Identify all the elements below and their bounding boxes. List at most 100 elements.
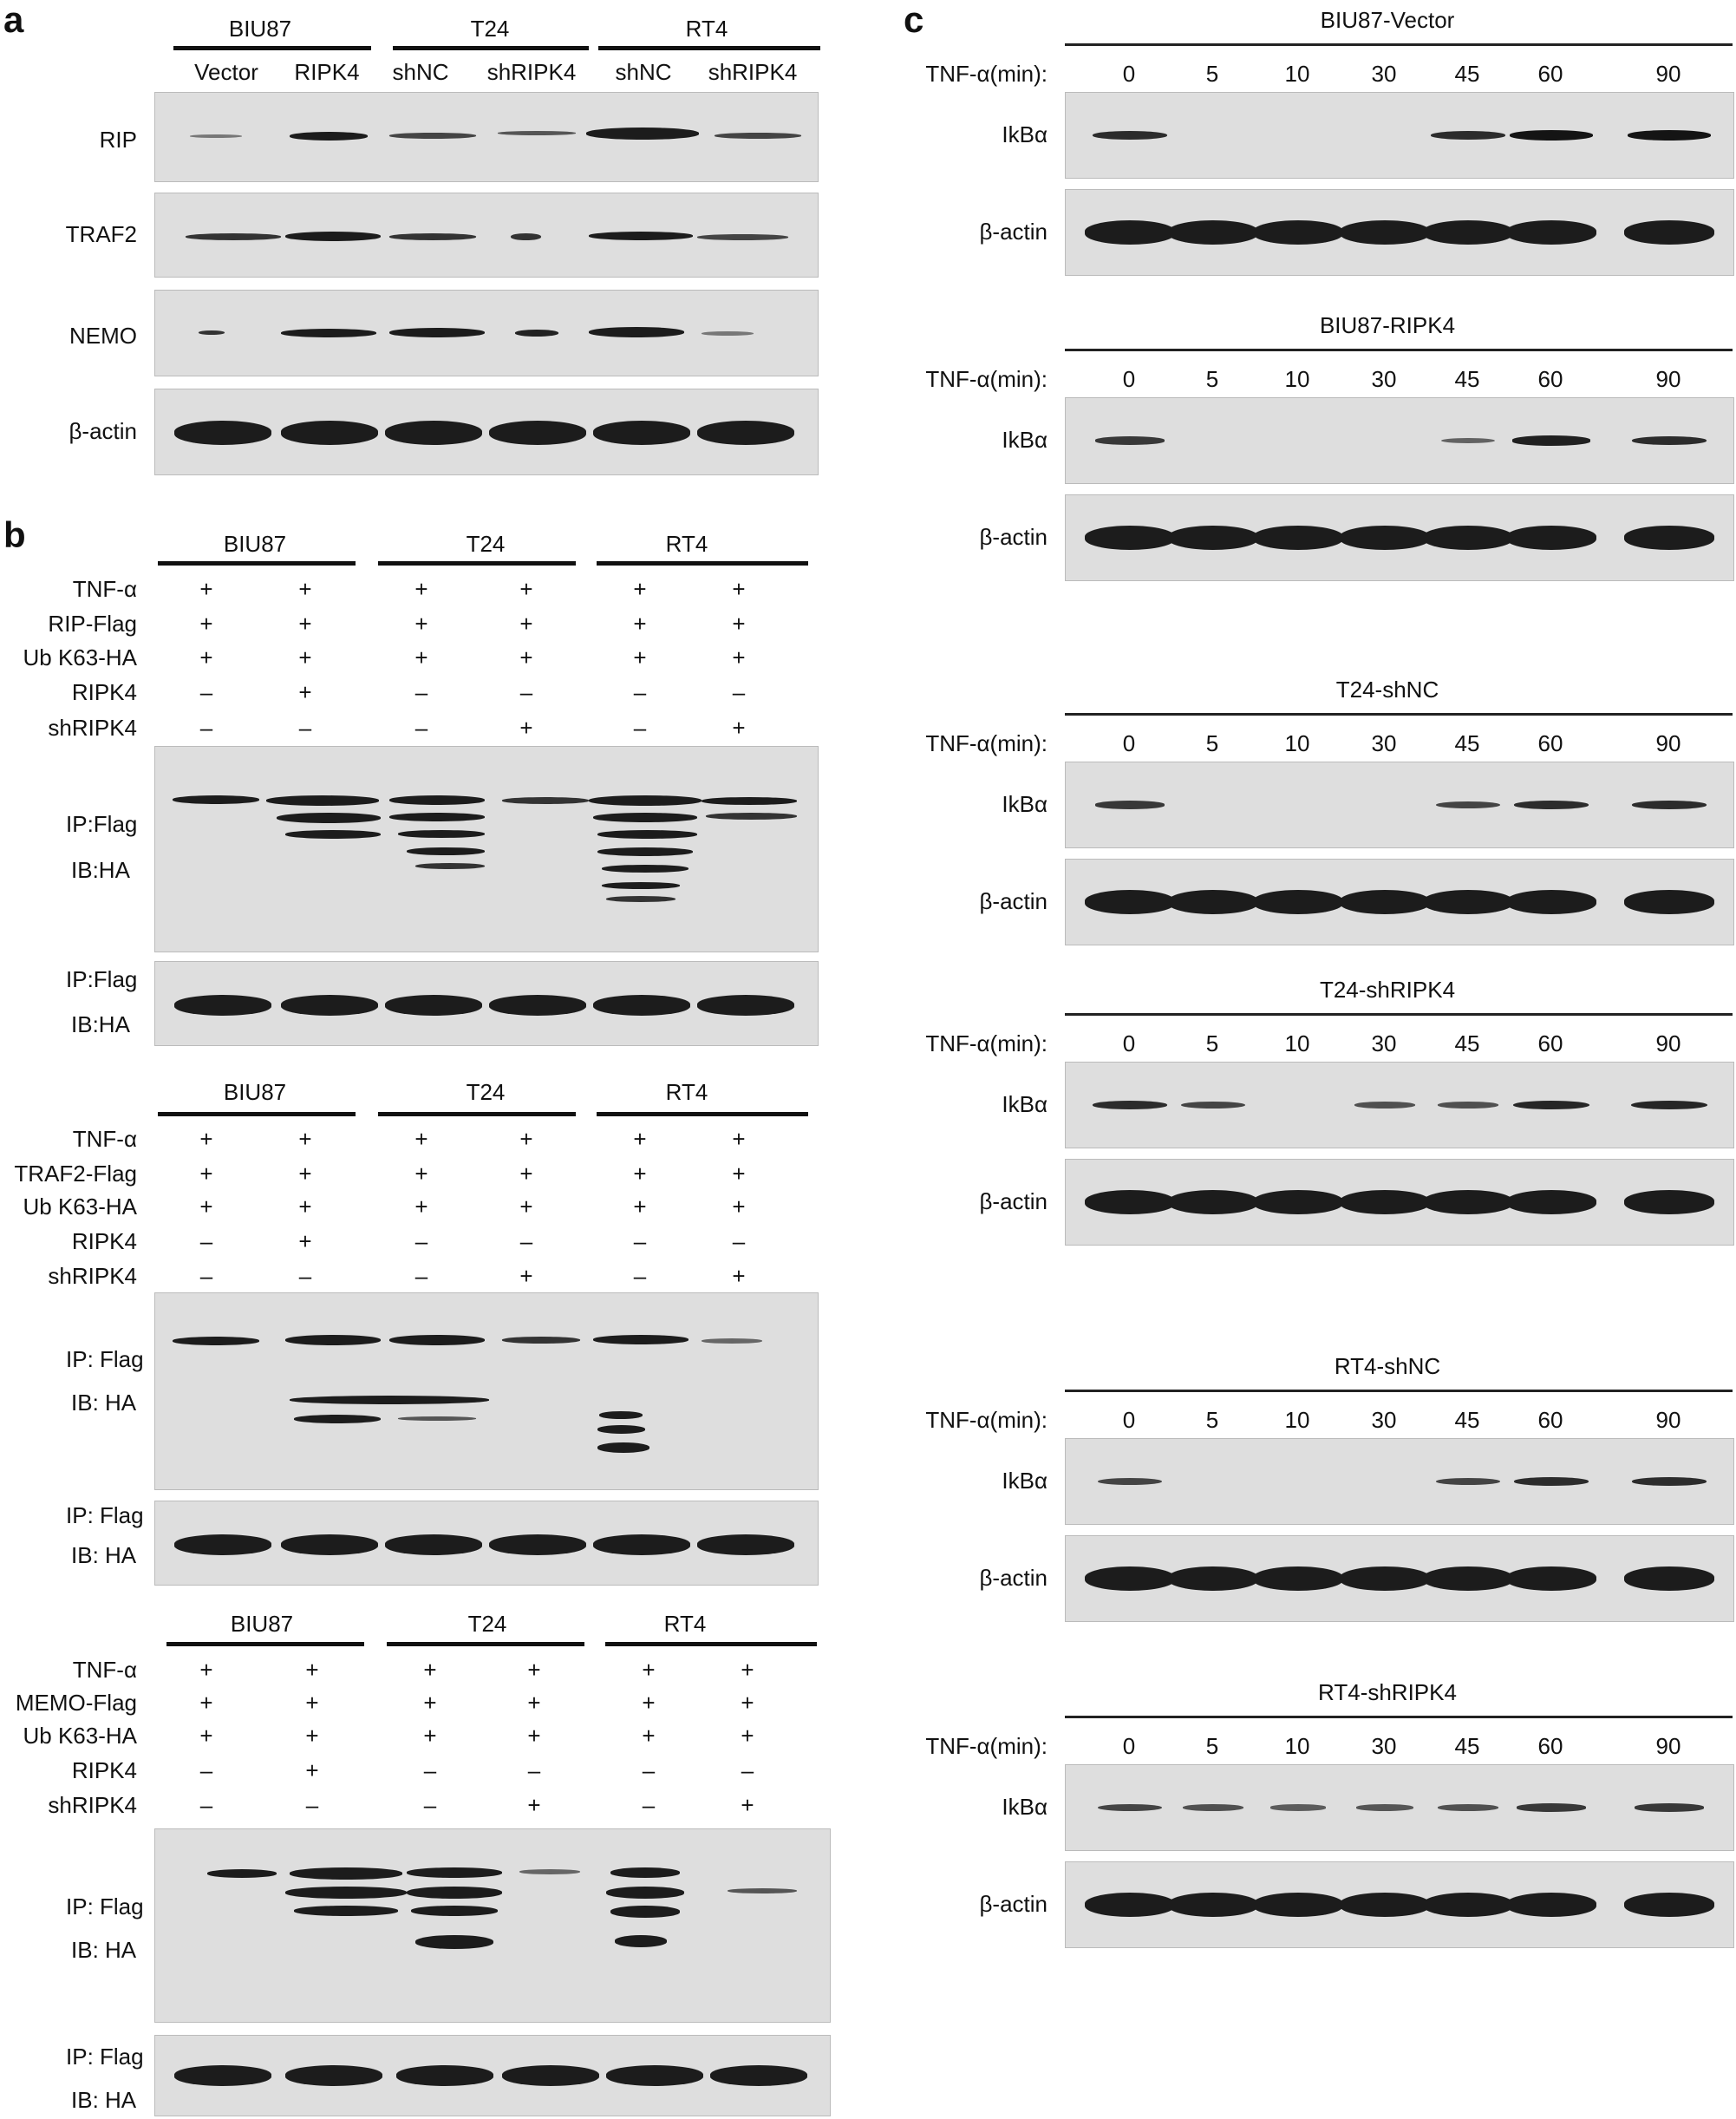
blot-label-ib: IB: HA bbox=[71, 1542, 137, 1568]
plus-mark: + bbox=[633, 576, 647, 602]
ikba-band bbox=[1628, 130, 1711, 141]
actin-band bbox=[1168, 1566, 1258, 1591]
plus-mark: + bbox=[199, 644, 213, 670]
time-point-label: 60 bbox=[1537, 730, 1563, 756]
plus-mark: + bbox=[527, 1657, 541, 1683]
time-axis-label: TNF-α(min): bbox=[925, 1030, 1047, 1056]
ikba-band bbox=[1438, 1804, 1498, 1811]
condition-title-rule bbox=[1065, 1013, 1733, 1016]
blot-traf2-loading bbox=[154, 1501, 819, 1586]
minus-mark: – bbox=[732, 1228, 746, 1254]
time-point-label: 60 bbox=[1537, 1407, 1563, 1433]
blot-label-nemo: NEMO bbox=[69, 323, 137, 349]
actin-band bbox=[1085, 1190, 1175, 1214]
plus-mark: + bbox=[642, 1657, 656, 1683]
blot-ikba bbox=[1065, 762, 1734, 848]
ikba-band bbox=[1093, 130, 1167, 141]
plus-mark: + bbox=[519, 644, 533, 670]
ikba-band bbox=[1180, 1101, 1246, 1109]
group-bar bbox=[387, 1642, 584, 1646]
condition-title: BIU87-RIPK4 bbox=[1319, 312, 1456, 338]
treatment-row-label: RIPK4 bbox=[71, 1228, 137, 1254]
minus-mark: – bbox=[199, 715, 213, 741]
group-bar bbox=[605, 1642, 817, 1646]
treatment-row-label: Ub K63-HA bbox=[23, 644, 138, 670]
time-point-label: 30 bbox=[1371, 61, 1397, 87]
actin-band bbox=[1506, 890, 1596, 914]
time-point-label: 90 bbox=[1655, 366, 1681, 392]
plus-mark: + bbox=[298, 679, 312, 705]
minus-mark: – bbox=[414, 679, 428, 705]
plus-mark: + bbox=[633, 1126, 647, 1152]
treatment-row-label: shRIPK4 bbox=[48, 715, 137, 741]
actin-band bbox=[1340, 220, 1430, 245]
blot-label-beta-actin: β-actin bbox=[979, 219, 1047, 245]
plus-mark: + bbox=[527, 1723, 541, 1749]
group-bar bbox=[378, 561, 576, 566]
time-point-label: 0 bbox=[1122, 1030, 1136, 1056]
blot-beta-actin bbox=[1065, 1535, 1734, 1622]
ikba-band bbox=[1435, 801, 1501, 809]
plus-mark: + bbox=[305, 1757, 319, 1783]
time-point-label: 5 bbox=[1205, 366, 1219, 392]
treatment-row-label: shRIPK4 bbox=[48, 1792, 137, 1818]
time-point-label: 90 bbox=[1655, 61, 1681, 87]
plus-mark: + bbox=[305, 1723, 319, 1749]
actin-band bbox=[1253, 526, 1343, 550]
blot-label-rip: RIP bbox=[99, 127, 137, 153]
panel-b3-group: T24 bbox=[467, 1611, 507, 1637]
condition-title: BIU87-Vector bbox=[1320, 7, 1455, 33]
plus-mark: + bbox=[414, 576, 428, 602]
plus-mark: + bbox=[423, 1690, 437, 1716]
actin-band bbox=[1423, 526, 1513, 550]
blot-label-ip: IP:Flag bbox=[66, 966, 138, 992]
panel-a-group-biu87: BIU87 bbox=[228, 16, 292, 42]
minus-mark: – bbox=[298, 1263, 312, 1289]
minus-mark: – bbox=[633, 1228, 647, 1254]
time-point-label: 90 bbox=[1655, 1407, 1681, 1433]
ikba-band bbox=[1511, 435, 1591, 446]
actin-band bbox=[1423, 220, 1513, 245]
treatment-row-label: shRIPK4 bbox=[48, 1263, 137, 1289]
treatment-row-label: MEMO-Flag bbox=[15, 1690, 137, 1716]
panel-b3-group: RT4 bbox=[663, 1611, 707, 1637]
minus-mark: – bbox=[305, 1792, 319, 1818]
actin-band bbox=[1168, 526, 1258, 550]
minus-mark: – bbox=[633, 715, 647, 741]
blot-label-traf2: TRAF2 bbox=[65, 221, 137, 247]
plus-mark: + bbox=[414, 611, 428, 637]
panel-a-group-bar bbox=[598, 46, 820, 50]
time-point-label: 0 bbox=[1122, 1407, 1136, 1433]
time-point-label: 10 bbox=[1284, 366, 1310, 392]
plus-mark: + bbox=[519, 1126, 533, 1152]
time-point-label: 30 bbox=[1371, 1407, 1397, 1433]
plus-mark: + bbox=[298, 611, 312, 637]
blot-label-ib: IB: HA bbox=[71, 1937, 137, 1963]
blot-label-beta-actin: β-actin bbox=[69, 418, 137, 444]
time-axis-label: TNF-α(min): bbox=[925, 61, 1047, 87]
actin-band bbox=[1624, 890, 1714, 914]
panel-a-lane-label: shRIPK4 bbox=[486, 59, 577, 85]
plus-mark: + bbox=[527, 1792, 541, 1818]
actin-band bbox=[1168, 1893, 1258, 1917]
minus-mark: – bbox=[414, 1228, 428, 1254]
actin-band bbox=[1423, 1566, 1513, 1591]
ikba-band bbox=[1097, 1803, 1163, 1812]
blot-label-ip: IP: Flag bbox=[66, 2044, 144, 2070]
time-point-label: 45 bbox=[1454, 1733, 1480, 1759]
treatment-row-label: TNF-α bbox=[72, 576, 137, 602]
actin-band bbox=[1423, 890, 1513, 914]
actin-band bbox=[1085, 1566, 1175, 1591]
blot-label-ib: IB:HA bbox=[71, 857, 130, 883]
plus-mark: + bbox=[199, 1161, 213, 1187]
group-bar bbox=[597, 1112, 808, 1116]
plus-mark: + bbox=[741, 1723, 754, 1749]
actin-band bbox=[1624, 1566, 1714, 1591]
minus-mark: – bbox=[732, 679, 746, 705]
panel-a-group-bar bbox=[173, 46, 371, 50]
actin-band bbox=[1340, 1190, 1430, 1214]
blot-label-ikba: IkBα bbox=[1002, 427, 1047, 453]
treatment-row-label: RIP-Flag bbox=[48, 611, 137, 637]
time-point-label: 5 bbox=[1205, 61, 1219, 87]
ikba-band bbox=[1632, 1476, 1707, 1487]
